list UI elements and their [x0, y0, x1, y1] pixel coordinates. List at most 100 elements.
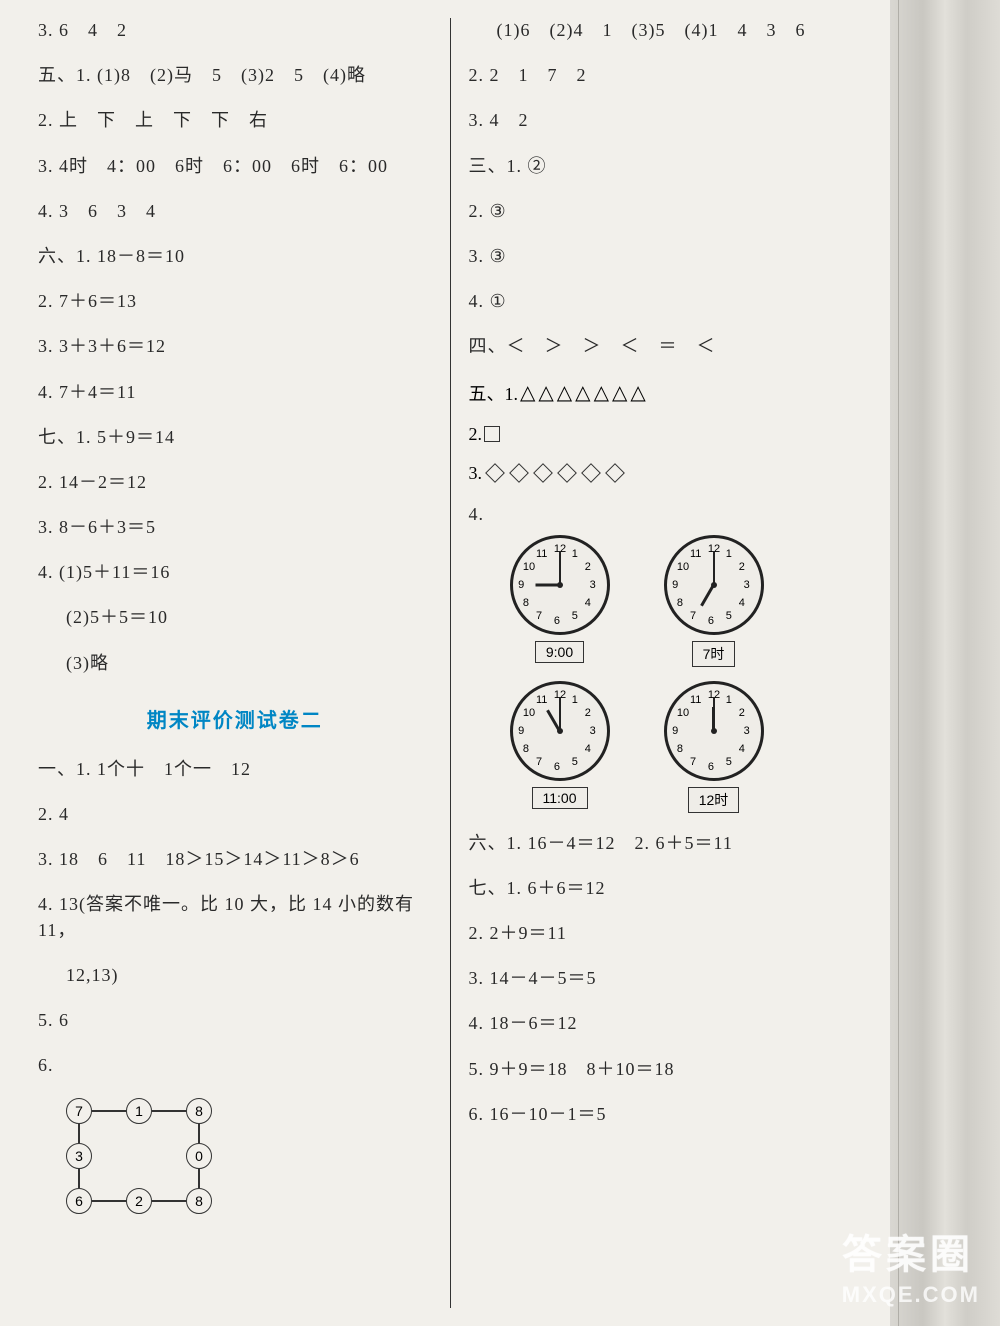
diamond-row: 3.: [469, 463, 863, 484]
clock-center: [557, 728, 563, 734]
clock-label: 7时: [692, 641, 736, 667]
answer-line: 6. 16－10－1＝5: [469, 1102, 863, 1127]
clock-number: 9: [518, 579, 524, 591]
clock-number: 11: [536, 548, 547, 560]
clock-number: 3: [744, 725, 750, 737]
diamond-icon: [605, 463, 625, 483]
diamond-icon: [485, 463, 505, 483]
answer-line: 3. ③: [469, 244, 863, 269]
clock-number: 5: [572, 610, 578, 622]
triangle-icon: △: [538, 380, 553, 405]
answer-line: 3. 8－6＋3＝5: [38, 515, 432, 540]
answer-line: 3. 6 4 2: [38, 18, 432, 43]
clock-number: 1: [572, 548, 578, 560]
clock-number: 8: [523, 743, 529, 755]
diamond-icon: [533, 463, 553, 483]
clock-number: 10: [523, 707, 535, 719]
watermark-text: 答案圈: [842, 1222, 974, 1280]
square-icon: [484, 426, 500, 442]
answer-line: 2. 7＋6＝13: [38, 289, 432, 314]
diamond-icon: [581, 463, 601, 483]
answer-line: 6.: [38, 1053, 432, 1078]
answer-line: 3. 4时 4：00 6时 6：00 6时 6：00: [38, 154, 432, 179]
triangle-icon: △: [557, 380, 572, 405]
answer-line: (2)5＋5＝10: [38, 605, 432, 630]
net-edge: [152, 1200, 186, 1202]
clock-number: 7: [536, 756, 542, 768]
number-network-diagram: 71830628: [66, 1098, 216, 1218]
clock-number: 10: [677, 561, 689, 573]
clock-label: 12时: [688, 787, 740, 813]
row-label: 2.: [469, 424, 483, 445]
clock-item: 1212345678910117时: [651, 535, 777, 667]
clock-number: 11: [690, 694, 701, 706]
answer-line: 2. 上 下 上 下 下 右: [38, 108, 432, 133]
clock-number: 9: [672, 579, 678, 591]
answer-line: 七、1. 6＋6＝12: [469, 876, 863, 901]
diamond-shapes: [484, 466, 626, 480]
answer-line: 3. 18 6 11 18＞15＞14＞11＞8＞6: [38, 847, 432, 872]
book-binding-edge: [890, 0, 1000, 1326]
clock-number: 1: [726, 548, 732, 560]
answer-line: 4. 13(答案不唯一。比 10 大，比 14 小的数有 11，: [38, 892, 432, 942]
clock-number: 2: [585, 561, 591, 573]
clock-face: 121234567891011: [510, 681, 610, 781]
answer-line: 4. (1)5＋11＝16: [38, 560, 432, 585]
clock-number: 5: [726, 756, 732, 768]
answer-line: 3. 14－4－5＝5: [469, 966, 863, 991]
net-edge: [198, 1169, 200, 1188]
minute-hand: [713, 551, 715, 585]
clock-number: 8: [677, 597, 683, 609]
clock-number: 9: [518, 725, 524, 737]
answer-line: (3)略: [38, 651, 432, 676]
triangle-row: 五、1. △△△△△△△: [469, 380, 863, 406]
left-column: 3. 6 4 2 五、1. (1)8 (2)马 5 (3)2 5 (4)略 2.…: [20, 18, 451, 1308]
clock-number: 8: [523, 597, 529, 609]
clock-face: 121234567891011: [510, 535, 610, 635]
net-node: 2: [126, 1188, 152, 1214]
clock-number: 6: [554, 761, 560, 773]
net-edge: [92, 1200, 126, 1202]
clock-number: 1: [726, 694, 732, 706]
clock-number: 6: [708, 615, 714, 627]
clock-label: 11:00: [532, 787, 588, 809]
answer-line: 12,13): [38, 963, 432, 988]
answer-line: 2. ③: [469, 199, 863, 224]
clock-number: 7: [536, 610, 542, 622]
clock-face: 121234567891011: [664, 681, 764, 781]
net-edge: [78, 1169, 80, 1188]
answer-line: 5. 9＋9＝18 8＋10＝18: [469, 1057, 863, 1082]
clock-center: [557, 582, 563, 588]
answer-line: 4. 7＋4＝11: [38, 380, 432, 405]
clock-number: 4: [585, 597, 591, 609]
watermark-url: MXQE.COM: [842, 1282, 980, 1308]
clock-center: [711, 728, 717, 734]
row-label: 3.: [469, 463, 483, 484]
clocks-grid: 1212345678910119:001212345678910117时1212…: [497, 535, 777, 813]
net-edge: [198, 1124, 200, 1143]
net-edge: [92, 1110, 126, 1112]
clock-number: 1: [572, 694, 578, 706]
net-node: 7: [66, 1098, 92, 1124]
answer-line: (1)6 (2)4 1 (3)5 (4)1 4 3 6: [469, 18, 863, 43]
net-node: 1: [126, 1098, 152, 1124]
answer-line: 2. 2 1 7 2: [469, 63, 863, 88]
net-node: 8: [186, 1188, 212, 1214]
clock-number: 11: [536, 694, 547, 706]
clock-number: 2: [585, 707, 591, 719]
square-row: 2.: [469, 424, 863, 445]
net-node: 3: [66, 1143, 92, 1169]
hour-hand: [536, 583, 560, 586]
answer-line: 一、1. 1个十 1个一 12: [38, 757, 432, 782]
triangle-icon: △: [612, 380, 627, 405]
page-scan: 3. 6 4 2 五、1. (1)8 (2)马 5 (3)2 5 (4)略 2.…: [0, 0, 900, 1326]
triangle-icon: △: [594, 380, 609, 405]
clock-number: 6: [708, 761, 714, 773]
answer-line: 六、1. 16－4＝12 2. 6＋5＝11: [469, 831, 863, 856]
clock-label: 9:00: [535, 641, 584, 663]
clock-number: 7: [690, 610, 696, 622]
clock-number: 10: [677, 707, 689, 719]
triangle-shapes: △△△△△△△: [520, 380, 646, 405]
clock-number: 4: [739, 597, 745, 609]
answer-line: 五、1. (1)8 (2)马 5 (3)2 5 (4)略: [38, 63, 432, 88]
